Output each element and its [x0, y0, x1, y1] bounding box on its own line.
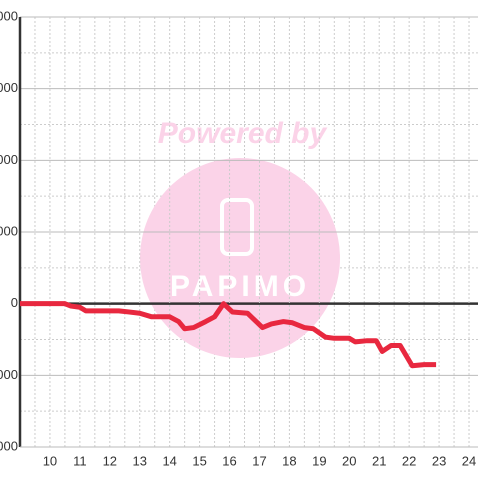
x-tick-label: 14 — [162, 453, 176, 468]
x-tick-label: 11 — [73, 453, 87, 468]
x-tick-label: 23 — [432, 453, 446, 468]
x-tick-label: 21 — [372, 453, 386, 468]
watermark-text: PAPIMO — [170, 270, 310, 303]
y-tick-label: -6,000 — [0, 438, 18, 453]
watermark-text: Powered by — [158, 117, 328, 150]
x-tick-label: 19 — [312, 453, 326, 468]
y-tick-label: 9,000 — [0, 80, 18, 95]
y-tick-label: 3,000 — [0, 223, 18, 238]
y-tick-label: 12,000 — [0, 8, 18, 23]
x-tick-label: 24 — [462, 453, 476, 468]
x-tick-label: 10 — [43, 453, 57, 468]
y-tick-label: 0 — [11, 295, 18, 310]
watermark-circle — [140, 158, 340, 358]
x-tick-label: 20 — [342, 453, 356, 468]
data-line — [20, 301, 437, 369]
y-tick-label: -3,000 — [0, 367, 18, 382]
x-tick-label: 15 — [192, 453, 206, 468]
x-tick-label: 17 — [252, 453, 266, 468]
x-tick-label: 13 — [133, 453, 147, 468]
watermark-icon — [220, 198, 254, 256]
y-tick-label: 6,000 — [0, 152, 18, 167]
x-tick-label: 12 — [103, 453, 117, 468]
x-tick-label: 16 — [222, 453, 236, 468]
x-tick-label: 22 — [402, 453, 416, 468]
x-tick-label: 18 — [282, 453, 296, 468]
